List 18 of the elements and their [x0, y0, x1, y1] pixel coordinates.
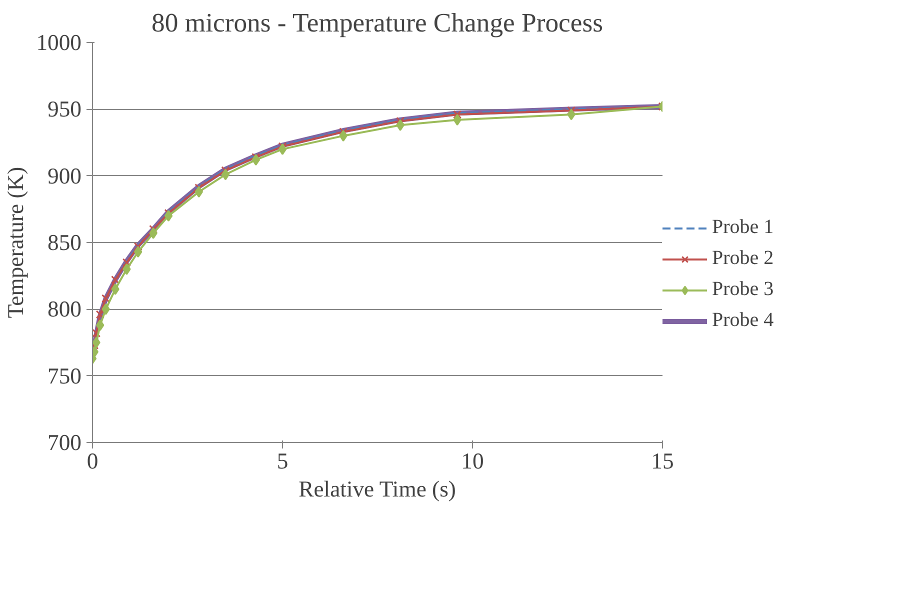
- x-tick-label: 0: [86, 448, 98, 474]
- y-tick-label: 800: [48, 296, 82, 322]
- y-tick-label: 850: [48, 230, 82, 255]
- x-axis-title: Relative Time (s): [298, 476, 456, 502]
- legend-label: Probe 1: [712, 216, 774, 239]
- chart-title: 80 microns - Temperature Change Process: [152, 8, 603, 38]
- legend-label: Probe 4: [712, 309, 774, 332]
- y-tick-label: 1000: [36, 30, 82, 55]
- y-axis-title: Temperature (K): [3, 166, 28, 318]
- y-tick-label: 950: [48, 96, 82, 122]
- legend-label: Probe 2: [712, 247, 774, 270]
- x-tick-label: 5: [276, 448, 288, 474]
- y-tick-label: 700: [48, 430, 82, 455]
- x-tick-label: 15: [651, 448, 674, 474]
- legend-label: Probe 3: [712, 278, 774, 301]
- y-tick-label: 750: [48, 363, 82, 388]
- x-tick-label: 10: [461, 448, 484, 474]
- y-tick-label: 900: [48, 163, 82, 188]
